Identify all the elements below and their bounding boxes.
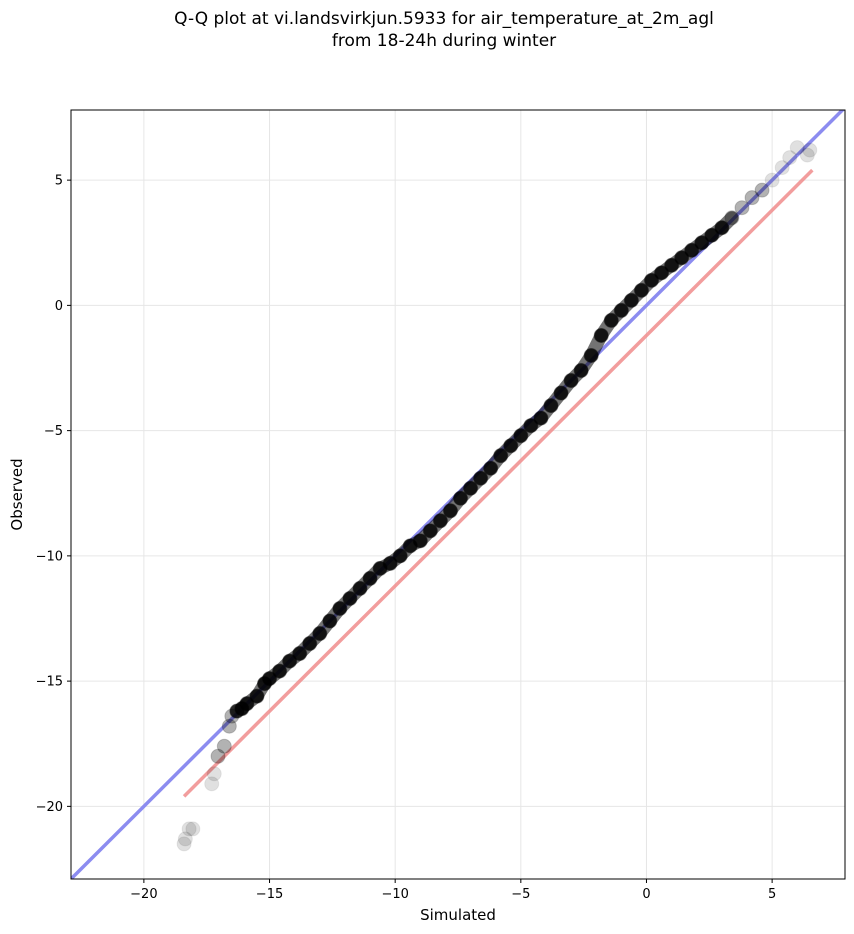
qq-point <box>206 766 222 782</box>
y-tick-label: 0 <box>55 299 63 314</box>
y-tick-label: −5 <box>44 424 63 439</box>
x-tick-label: −10 <box>381 887 408 902</box>
qq-point <box>185 821 201 837</box>
qq-point <box>216 738 232 754</box>
y-tick-label: 5 <box>55 174 63 189</box>
x-tick-label: 0 <box>642 887 650 902</box>
qq-point <box>176 836 192 852</box>
x-tick-label: −15 <box>256 887 283 902</box>
qq-point <box>177 831 193 847</box>
chart-title-line-1: Q-Q plot at vi.landsvirkjun.5933 for air… <box>174 9 714 29</box>
chart-title: Q-Q plot at vi.landsvirkjun.5933 for air… <box>0 8 854 52</box>
x-tick-label: −5 <box>511 887 530 902</box>
plot-frame <box>70 109 846 880</box>
grid-lines <box>71 110 845 879</box>
qq-point <box>204 776 220 792</box>
qq-point <box>799 147 815 163</box>
x-axis-label: Simulated <box>420 906 496 924</box>
axis-ticks: −20 −15 −10 −5 0 5 5 0 −5 −10 −15 −20 <box>36 174 777 902</box>
x-tick-label: 5 <box>768 887 776 902</box>
qq-point <box>789 140 805 156</box>
qq-point <box>734 200 750 216</box>
qq-point-band <box>715 211 739 235</box>
y-tick-label: −10 <box>36 549 63 564</box>
y-tick-label: −20 <box>36 800 63 815</box>
qq-point <box>221 718 237 734</box>
qq-point <box>181 821 197 837</box>
fit-line <box>182 168 814 798</box>
qq-point <box>754 182 770 198</box>
qq-point <box>744 190 760 206</box>
qq-point <box>802 142 818 158</box>
y-axis-label: Observed <box>8 458 26 530</box>
qq-point <box>764 172 780 188</box>
qq-point <box>782 150 798 166</box>
y-tick-label: −15 <box>36 675 63 690</box>
qq-point <box>210 748 226 764</box>
chart-title-line-2: from 18-24h during winter <box>331 31 557 51</box>
x-tick-label: −20 <box>130 887 157 902</box>
qq-point <box>774 160 790 176</box>
qq-points <box>176 140 818 852</box>
